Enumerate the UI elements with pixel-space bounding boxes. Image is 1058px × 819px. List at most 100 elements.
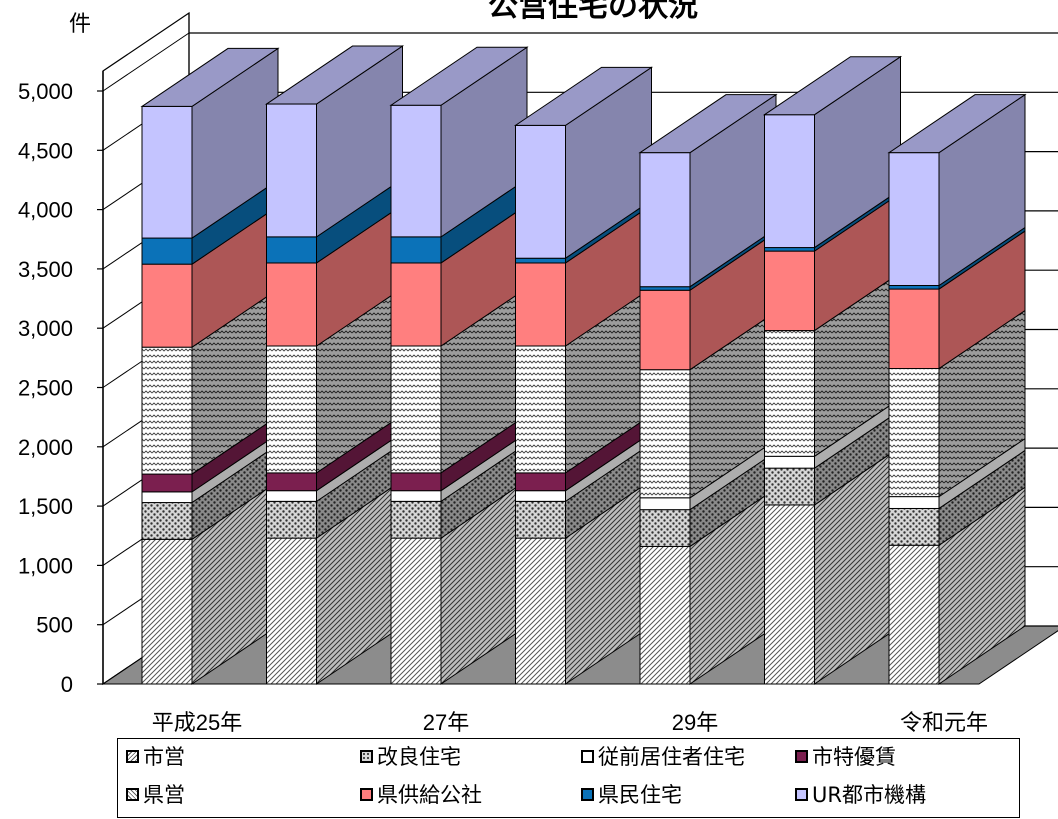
bar-6-0: [141, 237, 193, 265]
bar-4-1: [266, 345, 317, 474]
bar-2-6: [888, 496, 940, 509]
bar-2-0: [141, 491, 193, 504]
bar-4-6: [888, 368, 940, 498]
bar-2-5: [764, 455, 815, 469]
bar-1-1: [266, 500, 317, 539]
bar-6-6: [888, 285, 940, 290]
bar-4-2: [390, 345, 442, 474]
bar-top-0: [140, 47, 280, 107]
legend-label: 県営: [143, 783, 185, 807]
bar-0-3: [515, 537, 566, 685]
bar-2-4: [639, 497, 691, 511]
legend: 市営 改良住宅 従前居住者住宅 市特優賃県営 県供給公社 県民住宅 UR都市機構: [117, 738, 1020, 818]
legend-item: 県民住宅: [581, 779, 682, 809]
x-axis-ticks: 平成25年 27年 29年 令和元年: [152, 710, 988, 735]
y-axis-unit: 件: [69, 12, 91, 37]
bar-top-3: [513, 66, 654, 126]
bar-0-0: [141, 538, 193, 685]
legend-item: 従前居住者住宅: [581, 741, 745, 771]
bar-1-3: [515, 500, 566, 539]
bar-1-6: [888, 507, 940, 546]
legend-item: UR都市機構: [795, 779, 926, 809]
legend-swatch: [581, 787, 594, 801]
bar-top-5: [762, 56, 903, 116]
bar-1-2: [390, 500, 442, 539]
legend-label: 従前居住者住宅: [598, 745, 745, 769]
bar-2-1: [266, 490, 317, 502]
chart-title: 公営住宅の状況: [488, 0, 698, 24]
bar-0-4: [639, 545, 691, 685]
legend-swatch: [360, 787, 373, 801]
y-tick-label: 0: [61, 672, 73, 697]
legend-swatch: [126, 749, 139, 763]
bar-7-2: [390, 104, 442, 238]
legend-swatch: [795, 749, 808, 763]
x-tick-label: 令和元年: [900, 710, 988, 735]
y-tick-label: 4,500: [18, 138, 73, 163]
bar-5-0: [141, 263, 193, 348]
legend-swatch: [581, 749, 594, 763]
gridline-side: [102, 32, 190, 92]
legend-swatch: [795, 787, 808, 801]
x-tick-label: 平成25年: [152, 710, 242, 735]
bar-top-6: [887, 94, 1027, 154]
legend-swatch: [360, 749, 373, 763]
legend-item: 市特優賃: [795, 741, 896, 771]
bar-5-5: [764, 250, 815, 332]
bar-7-1: [266, 103, 317, 238]
bar-7-5: [764, 114, 815, 249]
bar-5-1: [266, 262, 317, 347]
bar-5-3: [515, 262, 566, 347]
bar-3-2: [390, 472, 442, 492]
y-tick-label: 4,000: [18, 198, 73, 223]
y-tick-label: 2,500: [18, 376, 73, 401]
bar-2-2: [390, 490, 442, 502]
legend-label: UR都市機構: [812, 783, 926, 807]
legend-label: 市営: [143, 745, 185, 769]
y-tick-label: 2,000: [18, 435, 73, 460]
y-tick-label: 3,500: [18, 257, 73, 282]
bar-5-4: [639, 289, 691, 371]
legend-label: 市特優賃: [812, 745, 896, 769]
y-tick-label: 500: [36, 613, 73, 638]
x-tick-label: 27年: [423, 710, 469, 735]
bar-1-4: [639, 509, 691, 547]
bar-6-2: [390, 236, 442, 264]
bar-6-3: [515, 257, 566, 264]
bar-1-0: [141, 502, 193, 540]
bar-6-1: [266, 236, 317, 264]
legend-label: 県民住宅: [598, 783, 682, 807]
bar-6-5: [764, 247, 815, 252]
bar-4-3: [515, 345, 566, 474]
bar-4-4: [639, 369, 691, 499]
bar-7-0: [141, 105, 193, 239]
legend-swatch: [126, 787, 139, 801]
bar-2-3: [515, 490, 566, 502]
legend-label: 県供給公社: [377, 783, 482, 807]
bar-3-1: [266, 472, 317, 492]
bar-top-2: [389, 46, 529, 106]
x-tick-label: 29年: [672, 710, 718, 735]
bar-4-5: [764, 330, 815, 457]
legend-item: 県供給公社: [360, 779, 482, 809]
bar-top-4: [638, 94, 778, 154]
y-tick-label: 5,000: [18, 79, 73, 104]
bar-7-4: [639, 152, 691, 288]
legend-item: 市営: [126, 741, 185, 771]
bar-1-5: [764, 467, 815, 506]
legend-item: 県営: [126, 779, 185, 809]
bar-3-0: [141, 473, 193, 493]
legend-label: 改良住宅: [377, 745, 461, 769]
y-tick-label: 1,000: [18, 553, 73, 578]
bar-0-5: [764, 504, 815, 685]
bar-0-2: [390, 537, 442, 685]
legend-item: 改良住宅: [360, 741, 461, 771]
bar-5-6: [888, 288, 940, 370]
bar-7-3: [515, 124, 566, 259]
y-tick-label: 1,500: [18, 494, 73, 519]
bar-0-1: [266, 537, 317, 685]
bar-top-1: [264, 45, 405, 105]
bar-4-0: [141, 346, 193, 475]
bar-5-2: [390, 262, 442, 347]
